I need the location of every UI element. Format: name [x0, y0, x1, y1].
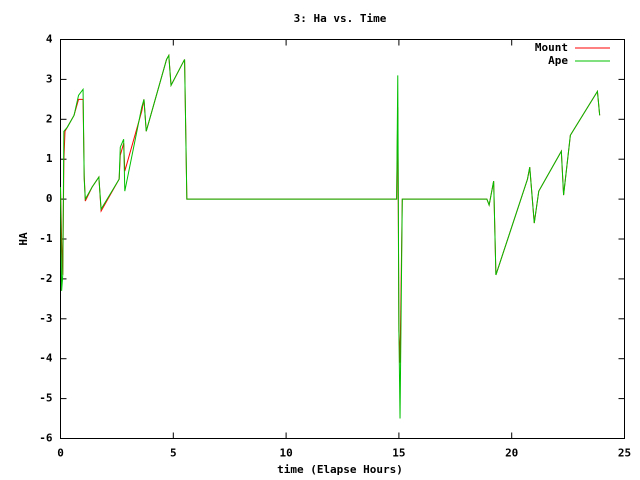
y-tick-label: 4	[46, 33, 53, 46]
y-tick-label: -2	[39, 272, 52, 285]
x-axis-label: time (Elapse Hours)	[277, 463, 403, 476]
plot-frame	[60, 39, 625, 439]
y-tick-label: 2	[46, 112, 53, 125]
legend-label: Ape	[548, 54, 568, 67]
x-tick-label: 25	[618, 447, 631, 460]
y-tick-label: -1	[39, 232, 53, 245]
y-axis-label: HA	[17, 232, 30, 246]
x-tick-label: 0	[57, 447, 64, 460]
y-tick-label: 0	[46, 192, 53, 205]
x-tick-label: 10	[279, 447, 292, 460]
chart-title: 3: Ha vs. Time	[294, 12, 387, 25]
y-tick-label: 1	[46, 152, 53, 165]
legend-label: Mount	[535, 41, 568, 54]
series-line	[60, 53, 601, 363]
y-tick-label: -3	[39, 312, 52, 325]
x-tick-label: 20	[505, 447, 518, 460]
y-tick-label: -5	[39, 392, 52, 405]
x-tick-label: 5	[170, 447, 177, 460]
y-tick-label: -6	[39, 432, 53, 445]
y-tick-label: -4	[39, 352, 53, 365]
series-line	[60, 53, 601, 419]
x-tick-label: 15	[392, 447, 405, 460]
y-tick-label: 3	[46, 72, 53, 85]
